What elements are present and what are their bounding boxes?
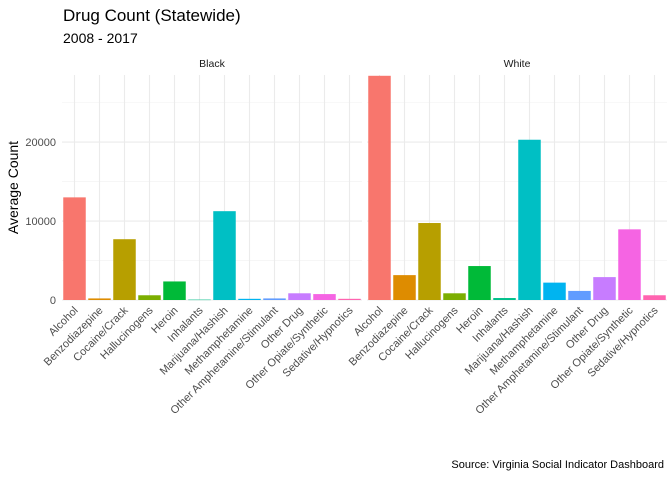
- bar-black: [113, 239, 136, 300]
- bar-white: [543, 282, 566, 300]
- bar-white: [618, 229, 641, 300]
- chart-caption: Source: Virginia Social Indicator Dashbo…: [451, 459, 664, 471]
- bar-white: [443, 293, 466, 300]
- bar-white: [418, 223, 441, 300]
- bar-black: [163, 281, 186, 300]
- y-tick-label: 0: [50, 295, 56, 307]
- bar-white: [568, 290, 591, 300]
- bar-black: [88, 298, 111, 300]
- bar-white: [518, 139, 541, 300]
- bar-white: [493, 298, 516, 300]
- bar-black: [263, 298, 286, 300]
- facet-label-black: Black: [199, 58, 225, 70]
- y-tick-label: 10000: [25, 216, 56, 228]
- facet-label-white: White: [504, 58, 531, 70]
- chart-title: Drug Count (Statewide): [63, 6, 241, 25]
- bar-white: [368, 75, 391, 300]
- bar-black: [338, 298, 361, 300]
- chart-subtitle: 2008 - 2017: [63, 30, 138, 46]
- y-axis-title: Average Count: [5, 141, 21, 234]
- bar-black: [313, 294, 336, 300]
- y-tick-label: 20000: [25, 137, 56, 149]
- bar-black: [138, 295, 161, 300]
- bar-black: [238, 298, 261, 300]
- bar-black: [288, 293, 311, 300]
- bar-white: [468, 266, 491, 300]
- bar-white: [393, 275, 416, 300]
- bar-white: [643, 295, 666, 300]
- bar-black: [188, 299, 211, 301]
- bar-white: [593, 277, 616, 300]
- bar-black: [63, 197, 86, 300]
- bar-black: [213, 211, 236, 300]
